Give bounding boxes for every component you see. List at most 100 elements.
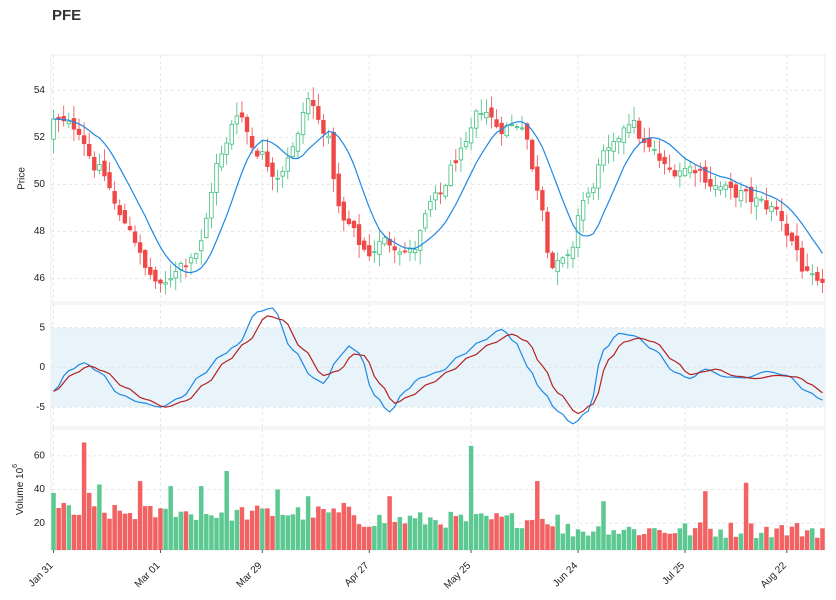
candle-body [494, 119, 499, 127]
candle-body [677, 170, 683, 177]
candle-body [244, 116, 250, 133]
oscillator-line-2 [53, 315, 823, 415]
candle-body [158, 279, 163, 284]
volume-bar [754, 538, 759, 550]
volume-bar [529, 519, 535, 550]
volume-bar [703, 491, 708, 550]
volume-bar [692, 528, 698, 550]
volume-bar [300, 519, 306, 550]
candle-body [738, 190, 744, 202]
volume-bar [540, 518, 545, 550]
candle-body [514, 126, 520, 128]
volume-bar [764, 526, 769, 550]
candle-body [468, 127, 474, 144]
candle-body [51, 118, 56, 140]
candle-body [662, 156, 667, 165]
osc-y-tick: -5 [36, 402, 45, 413]
volume-bar [107, 518, 112, 550]
volume-bar [560, 533, 566, 550]
volume-bar [346, 506, 352, 550]
candle-body [87, 143, 92, 157]
candle-body [748, 186, 754, 202]
volume-bar [142, 506, 148, 550]
volume-bar [76, 514, 82, 550]
oscillator-line-1 [53, 307, 823, 425]
volume-bar [769, 537, 774, 550]
candle-body [611, 141, 616, 152]
volume-bar [351, 515, 357, 550]
volume-bar [356, 524, 362, 550]
candle-body [407, 248, 413, 253]
volume-bar [535, 481, 540, 550]
volume-bar [71, 514, 77, 550]
candle-body [351, 220, 357, 229]
volume-bar [341, 502, 347, 550]
price-y-tick: 54 [34, 85, 46, 96]
volume-bar [198, 486, 204, 550]
candle-body [270, 162, 275, 177]
volume-bar [463, 521, 469, 550]
volume-y-tick: 20 [34, 518, 46, 529]
candle-body [606, 147, 611, 151]
volume-bar [270, 516, 275, 550]
volume-bar [193, 519, 199, 550]
candle-body [280, 171, 285, 177]
volume-axis-label: Volume 106 [12, 464, 26, 515]
candle-body [173, 271, 178, 279]
candle-body [463, 141, 469, 148]
volume-bar [601, 501, 606, 550]
volume-bar [636, 535, 642, 550]
osc-y-tick: 5 [39, 322, 45, 333]
candle-body [117, 205, 122, 216]
volume-bar [784, 535, 790, 550]
volume-bar [224, 471, 229, 550]
volume-bar [789, 526, 795, 550]
volume-bar [61, 502, 66, 550]
volume-bar [402, 523, 408, 550]
candle-body [586, 192, 591, 198]
volume-bar [367, 526, 372, 550]
volume-bar [759, 532, 764, 550]
volume-bar [92, 506, 97, 550]
volume-bar [428, 517, 433, 550]
volume-bar [606, 534, 611, 550]
candle-body [285, 157, 290, 172]
candle-body [234, 115, 240, 125]
candle-body [127, 226, 133, 231]
candle-body [591, 187, 596, 194]
candle-body [596, 164, 601, 189]
candle-body [759, 198, 764, 201]
volume-bar [555, 514, 560, 550]
candle-body [102, 160, 107, 177]
candle-body [311, 100, 316, 106]
volume-bar [820, 528, 825, 550]
candle-body [687, 166, 693, 174]
candle-body [300, 111, 306, 136]
volume-bar [591, 531, 596, 550]
volume-bar [443, 527, 448, 550]
candle-body [570, 246, 576, 259]
volume-bar [407, 515, 413, 550]
volume-bar [285, 515, 291, 550]
price-y-tick: 46 [34, 273, 46, 284]
candle-body [810, 273, 815, 276]
volume-bar [545, 524, 550, 550]
candle-body [61, 115, 66, 122]
volume-bar [565, 523, 571, 550]
candle-body [484, 111, 489, 119]
volume-bar [148, 505, 153, 550]
volume-bar [254, 505, 260, 550]
volume-bar [738, 533, 744, 550]
x-tick-label: Mar 29 [235, 560, 265, 590]
volume-bar [489, 519, 494, 550]
candle-body [143, 250, 148, 268]
volume-bar [321, 508, 326, 550]
candle-body [265, 151, 270, 167]
candle-body [601, 150, 606, 166]
volume-bar [239, 507, 245, 550]
volume-bar [723, 537, 728, 550]
volume-bar [132, 519, 138, 550]
candle-body [305, 98, 311, 115]
